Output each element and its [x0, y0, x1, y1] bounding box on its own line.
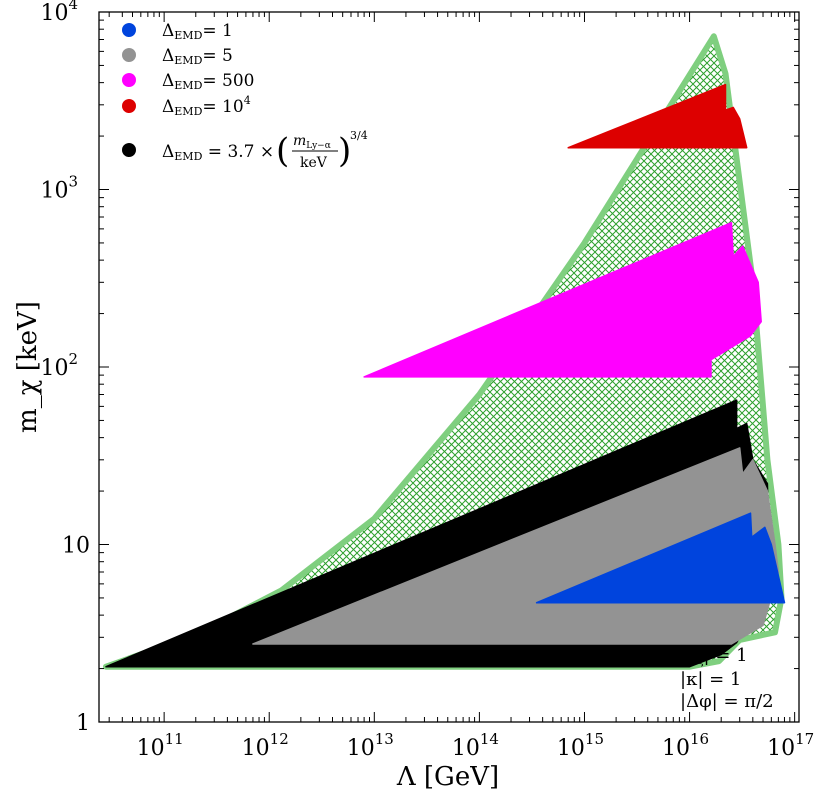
y-tick-label: 102	[40, 350, 78, 381]
x-tick-label: 1017	[767, 730, 814, 761]
annotation-phase: |Δφ| = π/2	[680, 691, 774, 712]
regions-layer	[103, 33, 786, 670]
legend-label-gray: ΔEMD= 5	[162, 46, 233, 67]
annotation-kappa: |κ| = 1	[680, 669, 741, 690]
x-tick-label: 1012	[242, 730, 289, 761]
legend-marker-black	[122, 143, 136, 157]
x-tick-label: 1016	[662, 730, 709, 761]
y-tick-labels: 1 10 102 103 104	[40, 0, 90, 736]
y-tick-label: 10	[62, 534, 90, 559]
x-tick-labels: 1011 1012 1013 1014 1015 1016 1017	[137, 730, 815, 761]
svg-text:Λ [GeV]: Λ [GeV]	[396, 762, 499, 792]
x-tick-label: 1011	[137, 730, 184, 761]
legend-label-red: ΔEMD= 104	[162, 94, 251, 118]
legend-marker-blue	[122, 23, 136, 37]
y-axis-title: m_χ [keV]	[13, 301, 43, 433]
y-tick-label: 1	[76, 711, 90, 736]
region-blue	[535, 512, 786, 604]
legend-marker-magenta	[122, 73, 136, 87]
svg-text:m_χ [keV]: m_χ [keV]	[13, 301, 43, 433]
annotation-lambda: |λξ| = 1	[680, 645, 748, 667]
legend-marker-gray	[122, 48, 136, 62]
svg-text:3/4: 3/4	[350, 129, 368, 142]
svg-text:): )	[338, 131, 351, 171]
region-magenta	[363, 221, 762, 378]
parameter-annotation: |λξ| = 1 |κ| = 1 |Δφ| = π/2	[680, 645, 774, 712]
svg-text:keV: keV	[300, 155, 328, 171]
y-tick-label: 103	[40, 173, 78, 204]
x-tick-label: 1014	[452, 730, 499, 761]
svg-text:(: (	[276, 131, 289, 171]
x-tick-label: 1015	[557, 730, 604, 761]
x-axis-title: Λ [GeV]	[396, 762, 499, 792]
legend-marker-red	[122, 99, 136, 113]
x-tick-label: 1013	[347, 730, 394, 761]
y-tick-label: 104	[40, 0, 78, 26]
region-red	[567, 83, 748, 149]
plot-frame	[98, 11, 800, 723]
